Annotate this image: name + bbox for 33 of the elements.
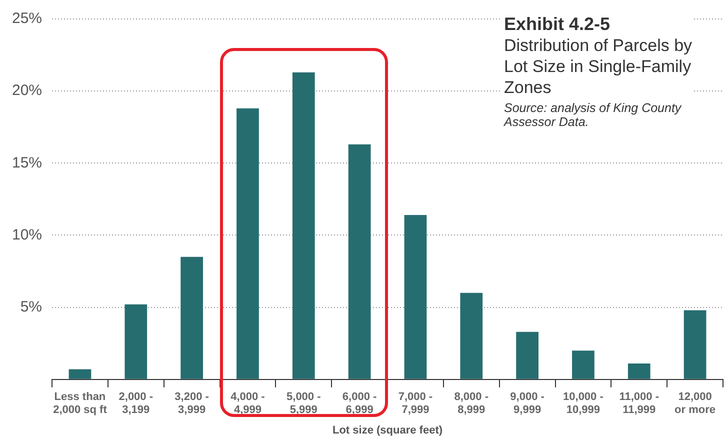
x-tick-label: 7,000 - 7,999 (398, 391, 433, 416)
x-tick-label: 11,000 - 11,999 (619, 391, 660, 416)
y-tick-label: 10% (12, 226, 42, 244)
x-tick-label: 6,000 - 6,999 (342, 391, 378, 416)
x-tick-label: 3,200 - 3,999 (174, 391, 210, 416)
bar (516, 332, 538, 379)
y-tick-label: 5% (20, 298, 42, 316)
y-tick-label: 20% (12, 82, 42, 100)
bar (236, 108, 259, 379)
x-tick-label: 9,000 - 9,999 (510, 391, 545, 416)
x-axis-title: Lot size (square feet) (332, 424, 443, 436)
text: Distribution of Parcels by Lot Size in Single-Family Zones (504, 35, 694, 98)
bar (68, 369, 92, 379)
bar (348, 144, 371, 379)
x-tick-label: 10,000 - 10,999 (563, 391, 604, 416)
bar (684, 310, 706, 379)
bar (628, 364, 650, 379)
annotation: Source: analysis of King County Assessor Data. (504, 101, 682, 129)
bar (124, 304, 148, 379)
bar (460, 292, 483, 379)
bar (404, 215, 427, 379)
bar (180, 256, 203, 379)
bar (292, 72, 315, 379)
x-tick-label: Less than 2,000 sq ft (53, 391, 108, 416)
x-tick-label: 5,000 - 5,999 (286, 391, 322, 416)
y-tick-label: 15% (12, 154, 42, 172)
x-tick-label: 4,000 - 4,999 (230, 391, 266, 416)
x-tick-label: 2,000 - 3,199 (118, 391, 154, 416)
y-tick-label: 25% (12, 10, 42, 28)
x-tick-label: 12,000 or more (674, 391, 716, 416)
chart-title: Exhibit 4.2-5 (504, 14, 612, 35)
bar (572, 350, 594, 379)
x-tick-label: 8,000 - 8,999 (454, 391, 489, 416)
